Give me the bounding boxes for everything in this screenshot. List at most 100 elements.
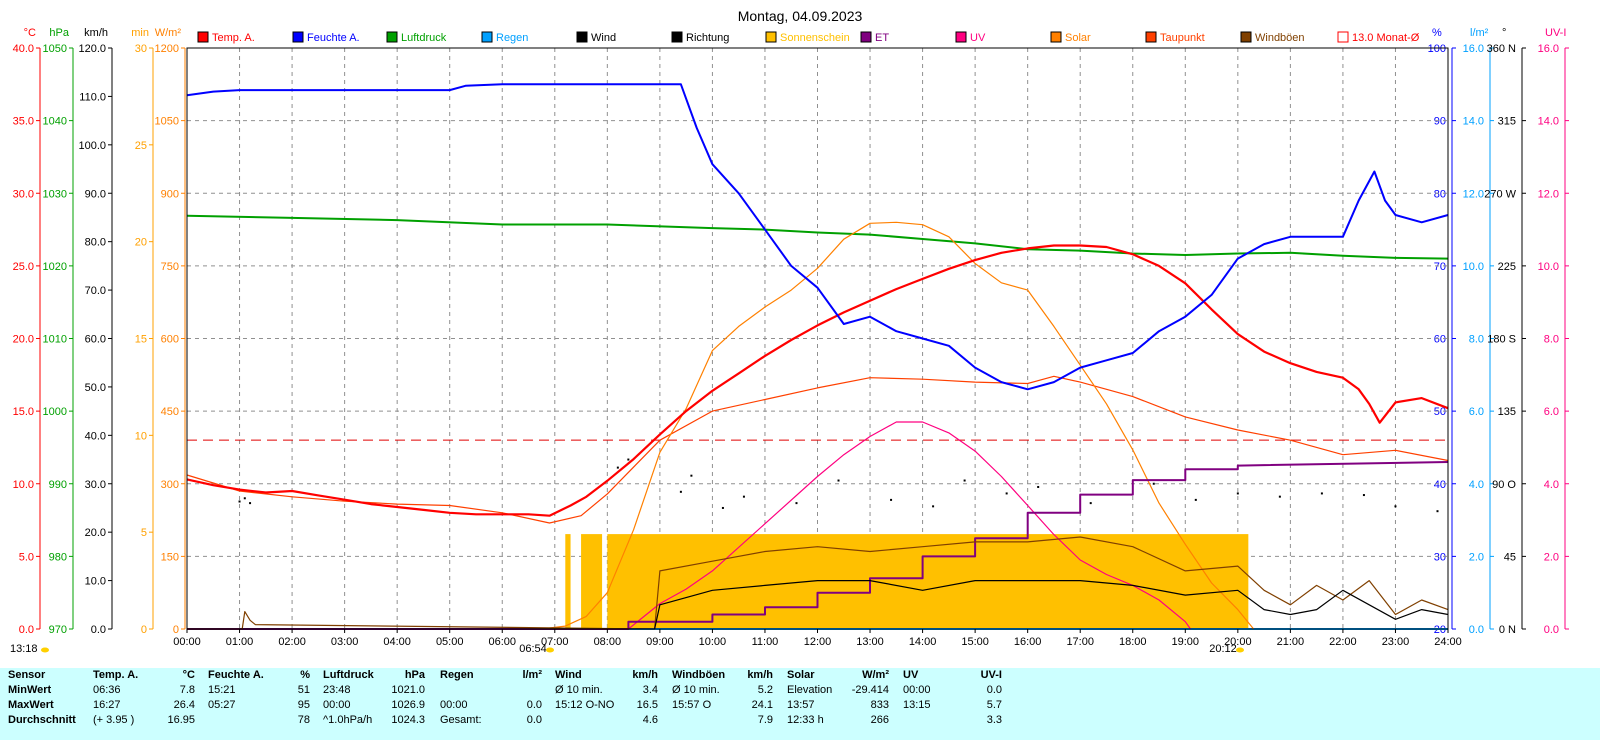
direction-point: [742, 495, 745, 498]
x-tick-label: 02:00: [278, 636, 306, 648]
legend-label: Regen: [496, 32, 528, 44]
axis-tick-label: 14.0: [1538, 116, 1559, 128]
stats-cell-note: 12:33 h: [787, 714, 824, 726]
axis-tick-label: 315: [1498, 116, 1516, 128]
legend-swatch: [386, 31, 398, 43]
axis-tick-label: 5.0: [19, 551, 34, 563]
chart-title: Montag, 04.09.2023: [738, 8, 863, 24]
direction-point: [1394, 505, 1397, 508]
stats-header-name: UV: [903, 669, 919, 681]
axis-tick-label: 900: [161, 188, 179, 200]
stats-cell-note: 00:00: [903, 684, 931, 696]
stats-cell-note: 00:00: [440, 699, 468, 711]
stats-header-name: Sensor: [8, 669, 46, 681]
legend-label: UV: [970, 32, 986, 44]
stats-header-unit: km/h: [747, 669, 773, 681]
stats-cell-note: ^1.0hPa/h: [323, 714, 373, 726]
direction-point: [837, 479, 840, 482]
x-tick-label: 13:00: [856, 636, 884, 648]
stats-cell-value: 95: [297, 699, 310, 711]
legend-swatch: [576, 31, 588, 43]
legend-swatch: [197, 31, 209, 43]
axis-tick-label: 25.0: [13, 261, 34, 273]
direction-point: [1005, 492, 1008, 495]
x-tick-label: 21:00: [1277, 636, 1305, 648]
stats-header-name: Windböen: [672, 669, 726, 681]
stats-header-row: Sensor Temp. A. °C Feuchte A.% Luftdruck hPa R…: [0, 668, 1600, 683]
direction-point: [627, 458, 630, 461]
axis-tick-label: 35.0: [13, 116, 34, 128]
sunrise-marker: [546, 647, 554, 653]
right-axes: %1009080706050403020l/m²16.014.012.010.0…: [1428, 27, 1569, 636]
axis-tick-label: 30.0: [85, 479, 106, 491]
axis-tick-label: 2.0: [1544, 551, 1559, 563]
axis-tick-label: 600: [161, 334, 179, 346]
axis-tick-label: 100.0: [78, 140, 106, 152]
stats-cell-note: 23:48: [323, 684, 351, 696]
stats-header-name: Wind: [555, 669, 582, 681]
stats-row-label: MaxWert: [8, 699, 54, 711]
stats-header-name: Regen: [440, 669, 474, 681]
sunshine-bar: [581, 534, 603, 629]
direction-point: [238, 500, 241, 503]
axis-tick-label: 30: [1434, 551, 1446, 563]
stats-cell-value: 1021.0: [391, 684, 425, 696]
axis-tick-label: 120.0: [78, 43, 106, 55]
axis-unit-label: W/m²: [155, 27, 182, 39]
stats-header-unit: km/h: [632, 669, 658, 681]
stats-cell-value: 1026.9: [391, 699, 425, 711]
axis-tick-label: 0: [141, 624, 147, 636]
series-line-wind: [187, 579, 1449, 630]
legend-swatch: [292, 31, 304, 43]
stats-cell-note: 15:21: [208, 684, 236, 696]
axis-tick-label: 90.0: [85, 188, 106, 200]
axis-tick-label: 16.0: [1538, 43, 1559, 55]
x-tick-label: 07:00: [541, 636, 569, 648]
legend-label: Sonnenschein: [780, 32, 850, 44]
stats-cell-value: 51: [297, 684, 310, 696]
axis-tick-label: 20: [135, 237, 147, 249]
stats-header-unit: W/m²: [862, 669, 889, 681]
stats-cell-note: 16:27: [93, 699, 121, 711]
stats-cell-value: 5.7: [986, 699, 1002, 711]
direction-point: [243, 497, 246, 500]
axis-unit-label: UV-I: [1545, 27, 1566, 39]
axis-tick-label: 1200: [155, 43, 179, 55]
axis-tick-label: 1030: [43, 188, 67, 200]
axis-tick-label: 10.0: [85, 576, 106, 588]
direction-point: [1320, 492, 1323, 495]
stats-cell-note: 15:12 O-NO: [555, 699, 615, 711]
sunrise-label: 06:54: [519, 643, 547, 655]
axis-unit-label: hPa: [49, 27, 69, 39]
direction-point: [795, 502, 798, 505]
x-tick-label: 03:00: [331, 636, 359, 648]
axis-tick-label: 360 N: [1487, 43, 1516, 55]
axis-tick-label: 10.0: [1538, 261, 1559, 273]
x-tick-label: 08:00: [594, 636, 622, 648]
stats-header-name: Feuchte A.: [208, 669, 264, 681]
direction-point: [1436, 510, 1439, 513]
axis-tick-label: 1010: [43, 334, 67, 346]
axis-tick-label: 45: [1504, 551, 1516, 563]
axis-tick-label: 80.0: [85, 237, 106, 249]
axis-tick-label: 6.0: [1469, 406, 1484, 418]
stats-header-name: Temp. A.: [93, 669, 139, 681]
series-lines: [186, 83, 1449, 630]
stats-cell-value: 26.4: [173, 699, 195, 711]
axis-tick-label: 0: [173, 624, 179, 636]
axis-unit-label: km/h: [84, 27, 108, 39]
axis-tick-label: 270 W: [1484, 188, 1516, 200]
stats-cell-value: 16.5: [636, 699, 658, 711]
stats-cell-value: -29.414: [851, 684, 889, 696]
stats-cell-value: 16.95: [167, 714, 195, 726]
axis-tick-label: 90: [1434, 116, 1446, 128]
series-line-luftdruck: [186, 214, 1449, 260]
axis-tick-label: 1020: [43, 261, 67, 273]
stats-header-unit: %: [300, 669, 310, 681]
axis-unit-label: °C: [24, 27, 36, 39]
axis-tick-label: 1050: [155, 116, 179, 128]
legend-label: ET: [875, 32, 889, 44]
sunshine-bars: [565, 534, 1249, 629]
stats-cell-value: 7.9: [757, 714, 773, 726]
axis-tick-label: 450: [161, 406, 179, 418]
